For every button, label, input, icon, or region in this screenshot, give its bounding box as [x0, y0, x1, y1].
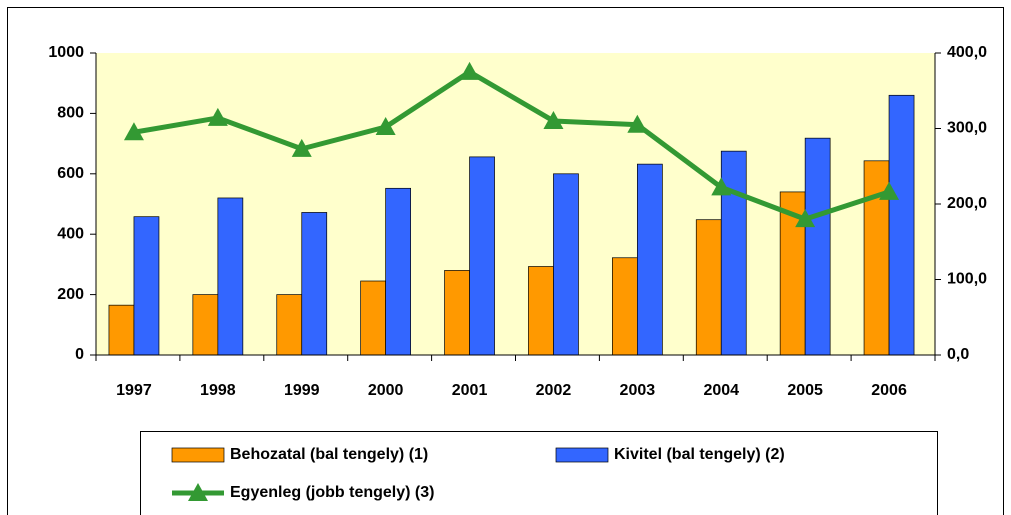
y-tick-label: 600	[57, 165, 84, 182]
bar	[720, 150, 747, 356]
x-tick-label: 2000	[368, 382, 404, 399]
y2-tick-label: 300,0	[947, 120, 987, 137]
bar	[695, 219, 722, 356]
line-marker	[207, 107, 228, 126]
bar	[360, 280, 386, 356]
legend-box	[140, 431, 938, 515]
legend-swatch	[171, 447, 225, 463]
bar	[108, 304, 135, 356]
y2-tick-label: 100,0	[947, 271, 987, 288]
x-tick-label: 2001	[452, 382, 488, 399]
x-tick-label: 1999	[284, 382, 320, 399]
x-tick-label: 2005	[787, 382, 823, 399]
y2-tick-label: 400,0	[947, 44, 987, 61]
bar	[469, 156, 495, 356]
bar	[133, 216, 160, 356]
x-tick-label: 1997	[116, 382, 152, 399]
line-marker	[627, 114, 648, 133]
bar	[444, 270, 470, 356]
y2-tick-label: 0,0	[947, 346, 969, 363]
x-tick-label: 2004	[703, 382, 739, 399]
line-marker	[543, 110, 564, 129]
bar	[804, 137, 831, 356]
legend-label: Egyenleg (jobb tengely) (3)	[230, 484, 434, 501]
line-marker	[291, 138, 312, 157]
bar	[888, 94, 915, 356]
line-marker	[879, 181, 900, 200]
bar	[528, 266, 554, 356]
bar	[276, 294, 303, 356]
y-tick-label: 0	[75, 346, 84, 363]
x-tick-label: 2003	[620, 382, 656, 399]
y2-tick-label: 200,0	[947, 195, 987, 212]
bar	[553, 173, 579, 356]
bar	[385, 187, 411, 356]
y-tick-label: 400	[57, 225, 84, 242]
legend-label: Kivitel (bal tengely) (2)	[614, 446, 785, 463]
bar	[611, 257, 638, 356]
y-tick-label: 1000	[48, 44, 84, 61]
bar	[636, 163, 663, 356]
legend-marker	[188, 483, 208, 501]
x-tick-label: 1998	[200, 382, 236, 399]
x-tick-label: 2002	[536, 382, 572, 399]
y-tick-label: 800	[57, 105, 84, 122]
line-marker	[459, 61, 480, 80]
line-marker	[123, 122, 144, 141]
bar	[217, 197, 244, 356]
legend-label: Behozatal (bal tengely) (1)	[230, 446, 428, 463]
legend-swatch	[555, 447, 609, 463]
line-marker	[795, 209, 816, 228]
line	[133, 69, 890, 222]
line-marker	[711, 177, 732, 196]
bar	[192, 294, 219, 356]
y-tick-label: 200	[57, 286, 84, 303]
x-tick-label: 2006	[871, 382, 907, 399]
line-marker	[375, 116, 396, 135]
bar	[301, 212, 328, 356]
